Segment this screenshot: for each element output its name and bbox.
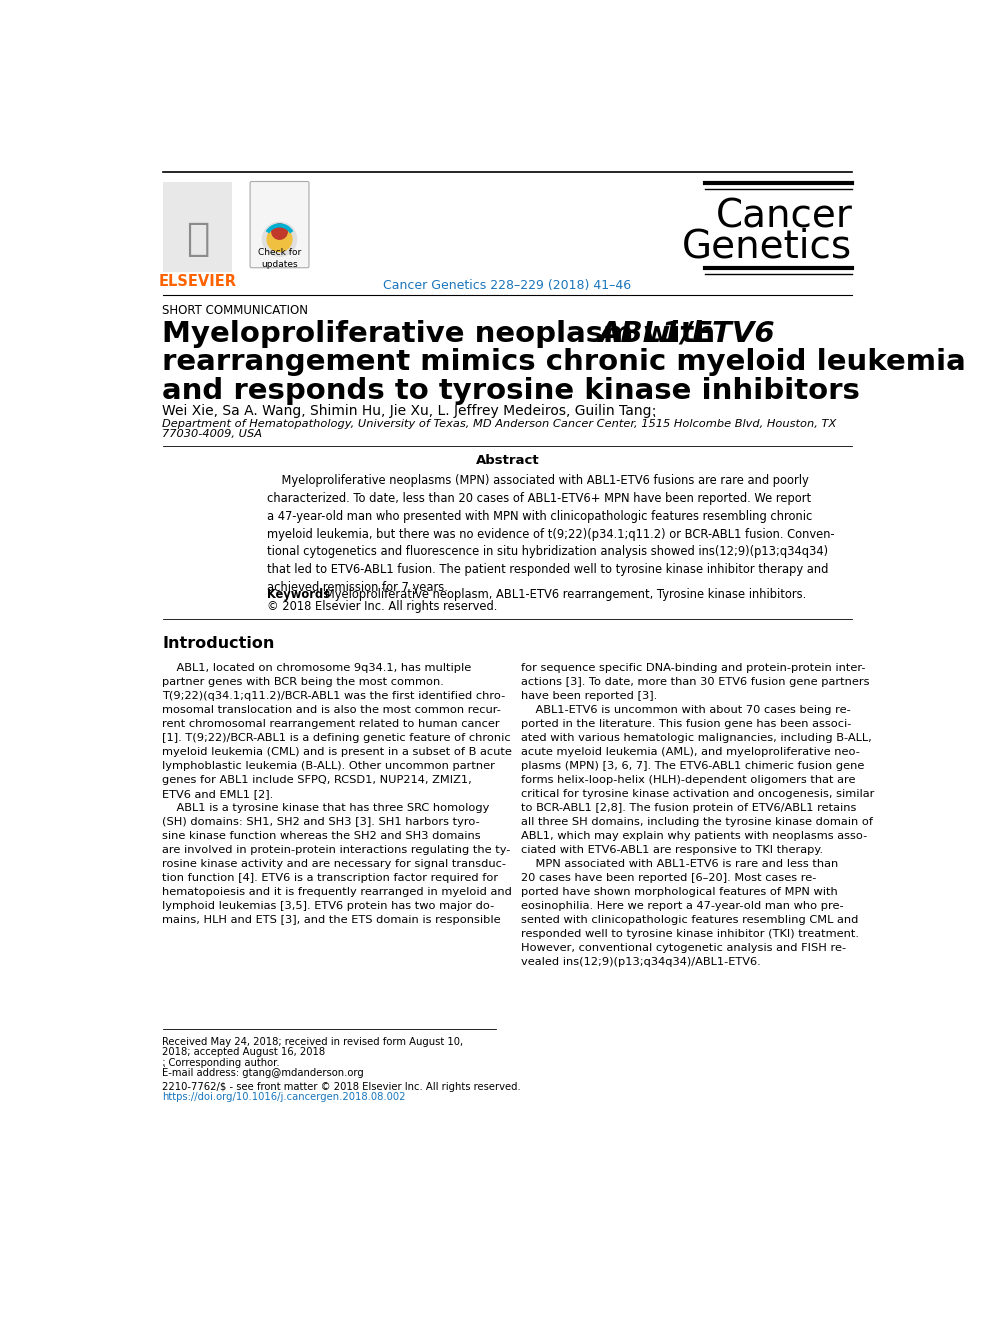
Text: Department of Hematopathology, University of Texas, MD Anderson Cancer Center, 1: Department of Hematopathology, Universit… [162, 418, 837, 429]
Bar [162, 182, 233, 272]
Text: Received May 24, 2018; received in revised form August 10,: Received May 24, 2018; received in revis… [162, 1038, 463, 1047]
Text: Myeloproliferative neoplasm, ABL1-ETV6 rearrangement, Tyrosine kinase inhibitors: Myeloproliferative neoplasm, ABL1-ETV6 r… [314, 587, 806, 601]
Text: Myeloproliferative neoplasms (MPN) associated with ABL1-ETV6 fusions are rare an: Myeloproliferative neoplasms (MPN) assoc… [267, 474, 835, 594]
Text: rearrangement mimics chronic myeloid leukemia: rearrangement mimics chronic myeloid leu… [162, 348, 966, 376]
Text: https://doi.org/10.1016/j.cancergen.2018.08.002: https://doi.org/10.1016/j.cancergen.2018… [162, 1092, 406, 1102]
Text: E-mail address: gtang@mdanderson.org: E-mail address: gtang@mdanderson.org [162, 1068, 364, 1078]
Circle shape [262, 222, 297, 256]
Text: 🌳: 🌳 [186, 220, 209, 259]
Text: Keywords: Keywords [267, 587, 331, 601]
Text: ⁏ Corresponding author.: ⁏ Corresponding author. [162, 1059, 280, 1068]
Text: Myeloproliferative neoplasm with: Myeloproliferative neoplasm with [162, 319, 726, 348]
Circle shape [272, 224, 287, 239]
Text: ABL1/ETV6: ABL1/ETV6 [599, 319, 775, 348]
Text: SHORT COMMUNICATION: SHORT COMMUNICATION [162, 304, 309, 317]
Text: Genetics: Genetics [682, 228, 852, 265]
Text: for sequence specific DNA-binding and protein-protein inter-
actions [3]. To dat: for sequence specific DNA-binding and pr… [522, 663, 875, 966]
Text: and responds to tyrosine kinase inhibitors: and responds to tyrosine kinase inhibito… [162, 378, 860, 405]
Text: 2018; accepted August 16, 2018: 2018; accepted August 16, 2018 [162, 1047, 326, 1057]
Text: ABL1, located on chromosome 9q34.1, has multiple
partner genes with BCR being th: ABL1, located on chromosome 9q34.1, has … [162, 663, 513, 925]
Text: Introduction: Introduction [162, 636, 275, 651]
Text: Wei Xie, Sa A. Wang, Shimin Hu, Jie Xu, L. Jeffrey Medeiros, Guilin Tang⁏: Wei Xie, Sa A. Wang, Shimin Hu, Jie Xu, … [162, 404, 656, 418]
Text: Abstract: Abstract [475, 454, 540, 467]
Text: Cancer Genetics 228–229 (2018) 41–46: Cancer Genetics 228–229 (2018) 41–46 [383, 279, 632, 292]
Text: 2210-7762/$ - see front matter © 2018 Elsevier Inc. All rights reserved.: 2210-7762/$ - see front matter © 2018 El… [162, 1082, 522, 1092]
FancyBboxPatch shape [250, 182, 309, 268]
Text: 77030-4009, USA: 77030-4009, USA [162, 429, 262, 440]
Text: Cancer: Cancer [716, 197, 852, 235]
Text: Check for
updates: Check for updates [258, 248, 301, 268]
Text: © 2018 Elsevier Inc. All rights reserved.: © 2018 Elsevier Inc. All rights reserved… [267, 601, 498, 612]
Circle shape [267, 227, 292, 252]
Text: ELSEVIER: ELSEVIER [158, 275, 237, 289]
